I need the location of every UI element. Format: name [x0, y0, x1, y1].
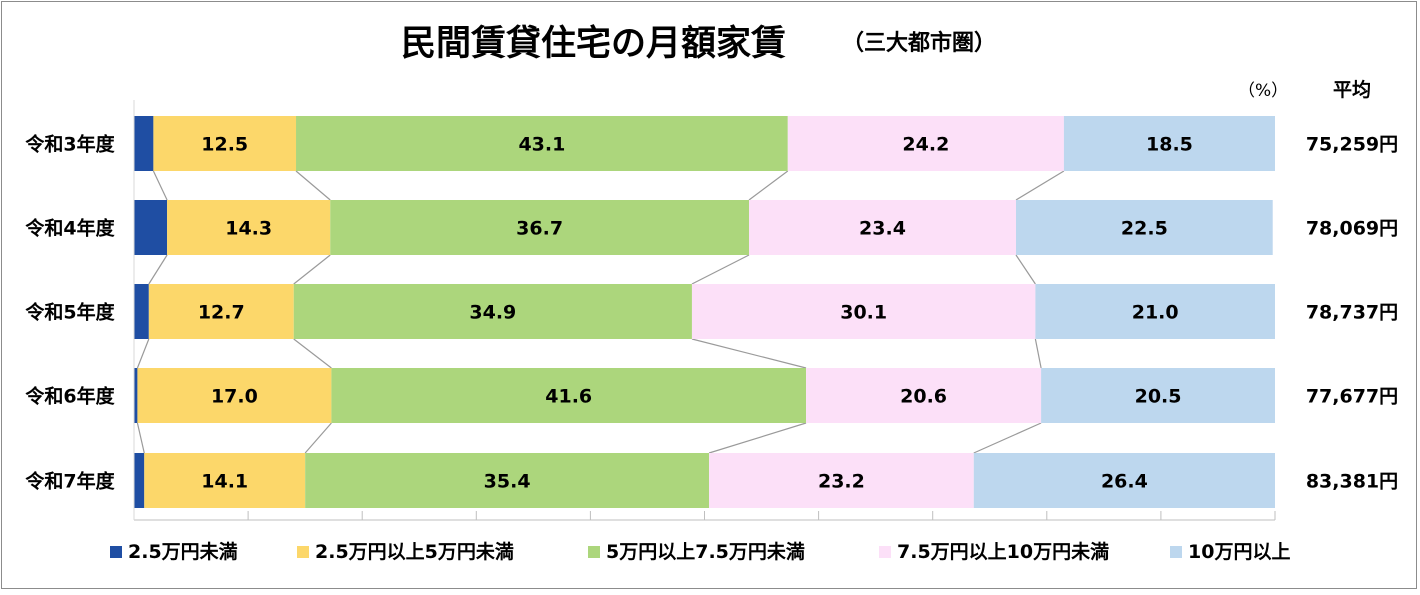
bar-segment	[153, 116, 297, 171]
bar-segment	[1015, 200, 1273, 255]
series-line	[973, 422, 1042, 454]
bar-segment	[748, 200, 1016, 255]
series-line	[748, 170, 789, 201]
data-label: 12.5	[201, 134, 248, 156]
bar-segment	[1041, 368, 1275, 423]
category-label: 令和5年度	[25, 301, 115, 324]
unit-label: （%）	[1238, 81, 1288, 101]
category-label: 令和3年度	[25, 133, 115, 156]
data-label: 18.5	[1146, 134, 1193, 156]
series-line	[708, 422, 807, 454]
category-label: 令和7年度	[25, 470, 115, 493]
legend-label: 2.5万円未満	[128, 540, 238, 563]
series-line	[148, 254, 168, 285]
category-label: 令和4年度	[25, 217, 115, 240]
data-label: 41.6	[545, 386, 592, 408]
data-label: 36.7	[516, 218, 563, 240]
data-label: 43.1	[518, 134, 565, 156]
series-line	[136, 422, 145, 454]
average-value: 77,677円	[1306, 386, 1398, 408]
series-line	[1034, 338, 1042, 369]
data-label: 14.3	[225, 218, 272, 240]
bar-segment	[330, 200, 749, 255]
bar-segment	[134, 368, 138, 423]
bar-segment	[709, 453, 974, 508]
series-lines	[136, 170, 1065, 454]
legend-swatch	[297, 546, 309, 558]
bar-segment	[305, 453, 710, 508]
legend-label: 7.5万円以上10万円未満	[897, 540, 1109, 563]
chart-subtitle: （三大都市圏）	[842, 30, 996, 56]
legend-label: 2.5万円以上5万円未満	[315, 540, 514, 563]
series-line	[691, 338, 807, 369]
data-label: 17.0	[211, 386, 258, 408]
data-label: 14.1	[201, 471, 248, 493]
legend-swatch	[588, 546, 600, 558]
bar-segment	[134, 284, 149, 339]
legend: 2.5万円未満 2.5万円以上5万円未満 5万円以上7.5万円未満 7.5万円以上10…	[110, 540, 1290, 563]
chart-title: 民間賃貸住宅の月額家賃	[401, 23, 786, 64]
data-label: 21.0	[1132, 302, 1179, 324]
bar-segment	[134, 116, 154, 171]
data-label: 34.9	[469, 302, 516, 324]
legend-swatch	[1170, 546, 1182, 558]
average-header: 平均	[1333, 78, 1371, 101]
bar-segment	[973, 453, 1275, 508]
data-label: 35.4	[484, 471, 531, 493]
bar-segment	[1035, 284, 1275, 339]
x-axis	[133, 100, 1276, 521]
legend-label: 5万円以上7.5万円未満	[606, 540, 805, 563]
bars-group	[134, 116, 1275, 508]
legend-label: 10万円以上	[1188, 541, 1290, 563]
bar-segment	[134, 453, 145, 508]
average-value: 83,381円	[1306, 471, 1398, 493]
average-value: 75,259円	[1306, 134, 1398, 156]
data-label: 12.7	[198, 302, 245, 324]
bar-segment	[167, 200, 331, 255]
data-label: 26.4	[1101, 471, 1148, 493]
bar-segment	[806, 368, 1042, 423]
series-line	[152, 170, 168, 201]
series-line	[136, 338, 150, 369]
bar-segment	[137, 368, 332, 423]
bar-segment	[331, 368, 807, 423]
bar-segment	[293, 284, 692, 339]
bar-segment	[296, 116, 788, 171]
series-line	[295, 170, 331, 201]
category-label: 令和6年度	[25, 385, 115, 408]
bar-segment	[691, 284, 1036, 339]
data-label: 23.4	[859, 218, 906, 240]
data-label: 20.5	[1135, 386, 1182, 408]
legend-swatch	[110, 546, 122, 558]
bar-segment	[1063, 116, 1275, 171]
series-line	[293, 338, 332, 369]
average-value: 78,737円	[1306, 302, 1398, 324]
series-line	[293, 254, 331, 285]
data-label: 23.2	[818, 471, 865, 493]
series-line	[304, 422, 332, 454]
data-label: 20.6	[900, 386, 947, 408]
bar-segment	[787, 116, 1064, 171]
bar-segment	[148, 284, 294, 339]
average-value: 78,069円	[1306, 218, 1398, 240]
bar-segment	[144, 453, 306, 508]
data-label: 22.5	[1121, 218, 1168, 240]
data-label: 24.2	[902, 134, 949, 156]
series-line	[691, 254, 750, 285]
legend-swatch	[879, 546, 891, 558]
data-label: 30.1	[840, 302, 887, 324]
series-line	[1015, 254, 1036, 285]
series-line	[1015, 170, 1065, 201]
bar-segment	[134, 200, 168, 255]
